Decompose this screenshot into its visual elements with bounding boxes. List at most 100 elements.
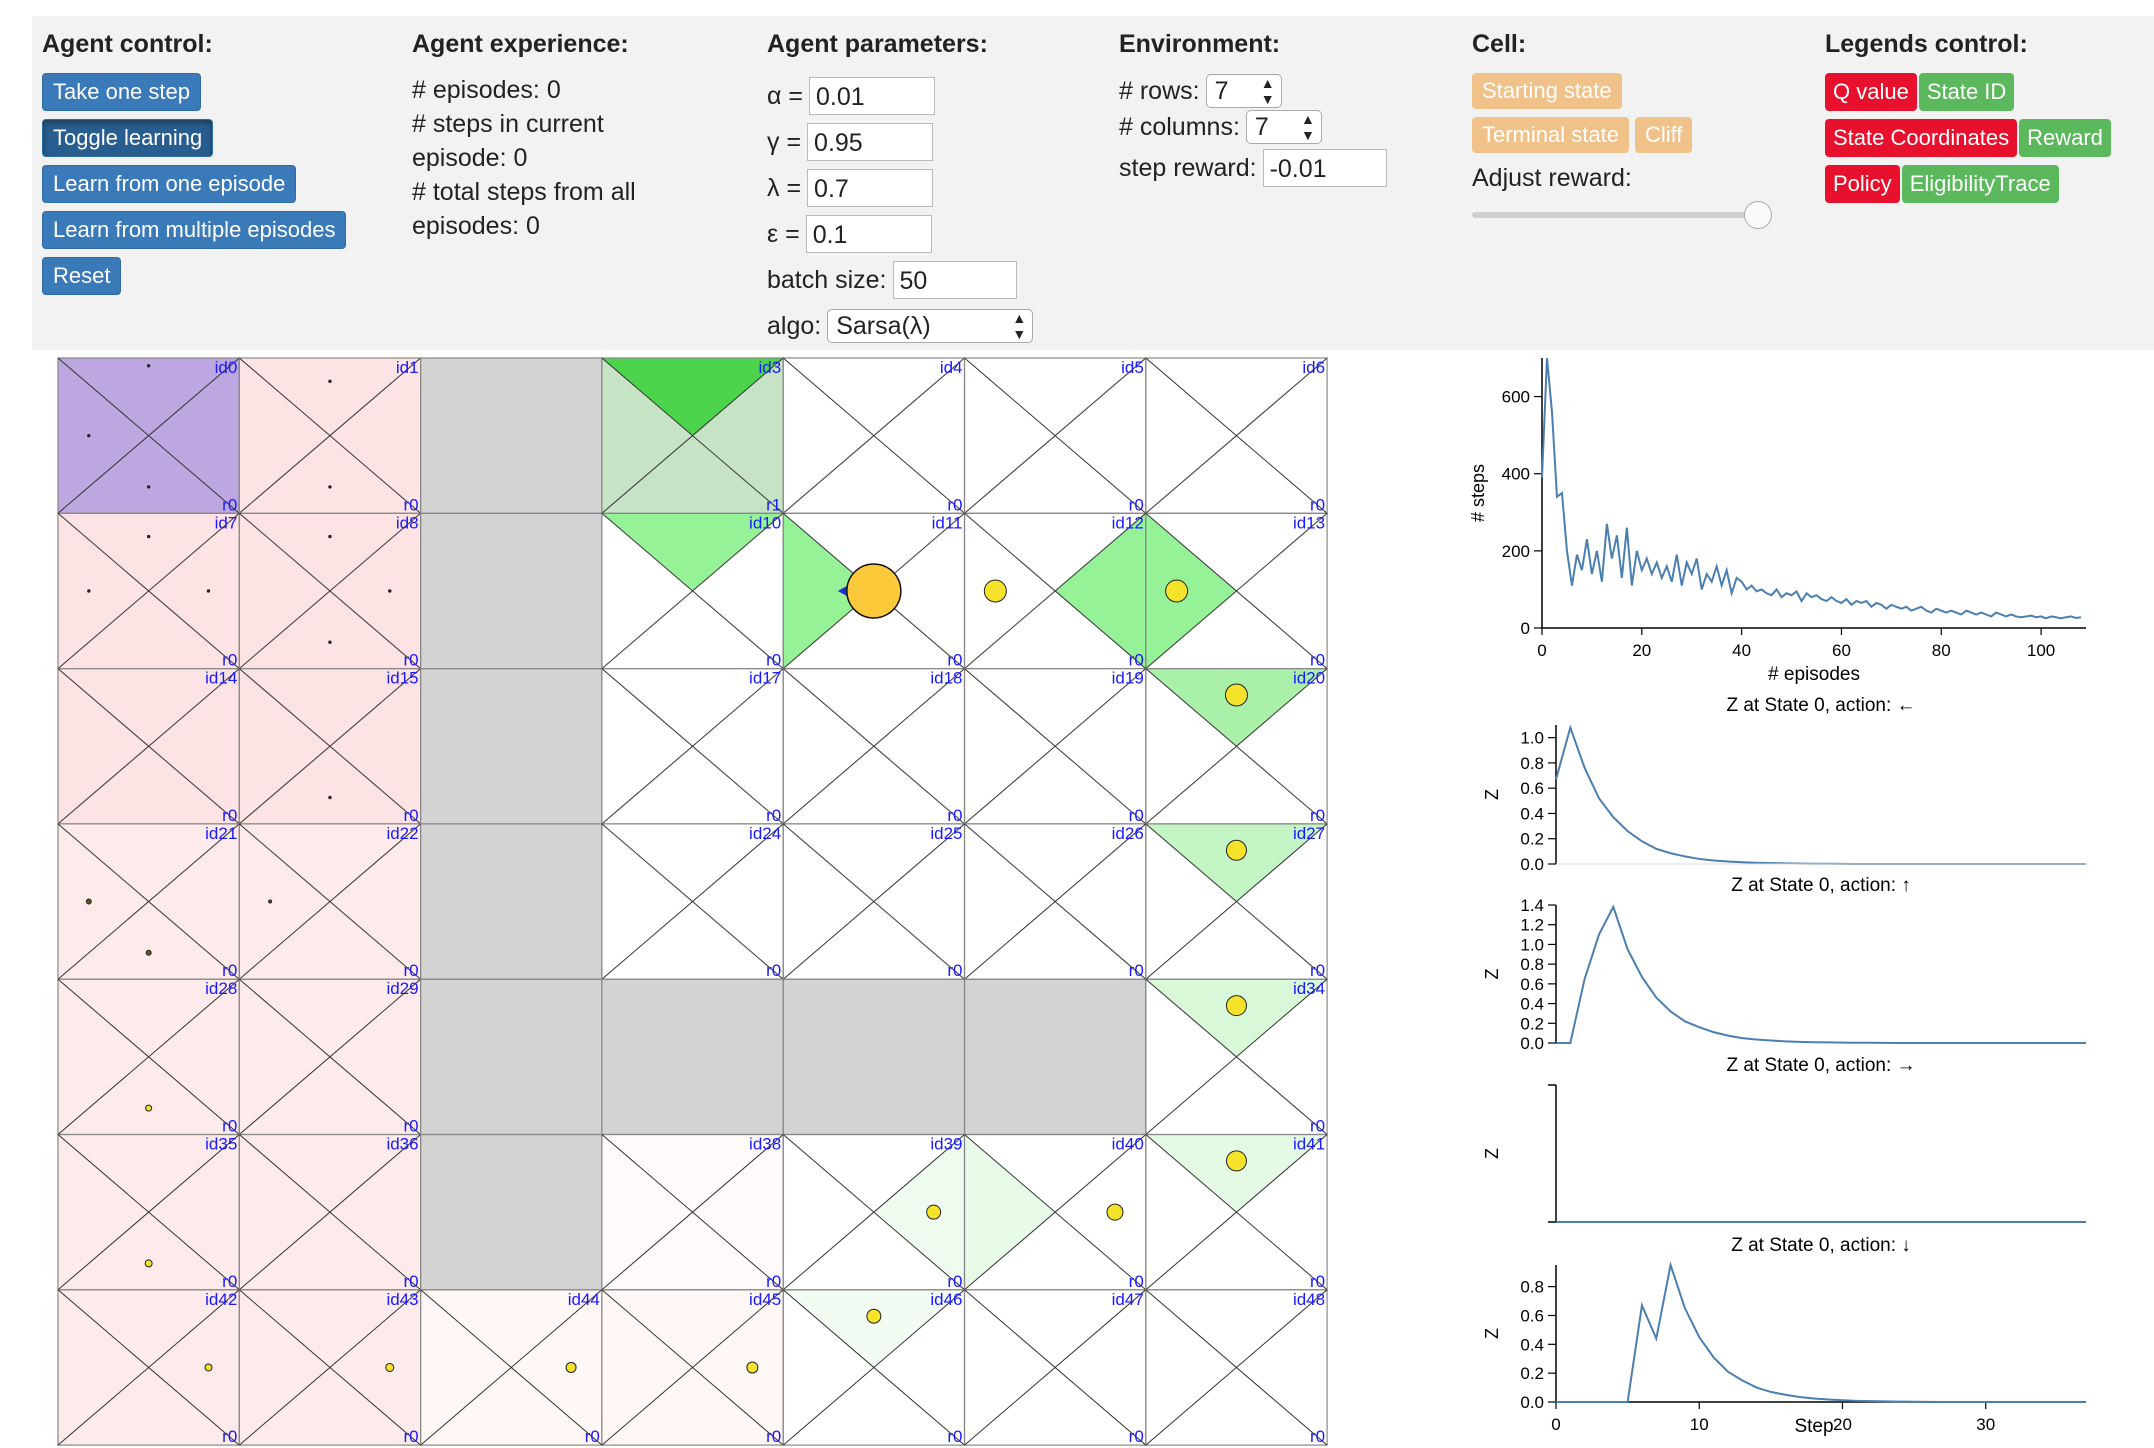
learn-one-episode-button[interactable]: Learn from one episode <box>42 165 297 203</box>
slider-thumb[interactable] <box>1744 201 1772 229</box>
policy-toggle[interactable]: Policy <box>1825 165 1900 203</box>
series-line <box>1555 724 2086 865</box>
cell-diagonal <box>601 668 784 825</box>
trace-dot <box>206 589 211 593</box>
agent-circle[interactable] <box>846 563 902 619</box>
policy-triangle <box>1145 513 1237 669</box>
x-tick-label: 10 <box>1690 1415 1709 1434</box>
y-tick-label: 0.0 <box>1520 1393 1544 1412</box>
take-one-step-button[interactable]: Take one step <box>42 73 201 111</box>
eligibility-trace-toggle[interactable]: EligibilityTrace <box>1901 165 2059 203</box>
total-steps-value: episodes: 0 <box>412 212 540 240</box>
x-tick-label: 100 <box>2027 641 2055 660</box>
reward-toggle[interactable]: Reward <box>2019 119 2111 157</box>
state-id-label: id42 <box>205 1290 237 1309</box>
reward-label: r0 <box>1310 1272 1325 1291</box>
state-id-label: id17 <box>749 669 781 688</box>
grid-cell[interactable] <box>420 979 602 1135</box>
q-value-toggle[interactable]: Q value <box>1825 73 1917 111</box>
cell-diagonal <box>782 668 965 825</box>
y-axis-label: Z <box>1482 1328 1502 1339</box>
rows-select[interactable]: 7 ▲ ▼ <box>1205 74 1282 108</box>
total-steps-label: # total steps from all <box>412 178 636 206</box>
state-id-label: id46 <box>930 1290 962 1309</box>
reward-label: r0 <box>403 806 418 825</box>
lambda-input[interactable]: 0.7 <box>807 169 934 207</box>
trace-dot <box>1224 683 1248 707</box>
policy-triangle <box>964 1134 1056 1290</box>
alpha-input[interactable]: 0.01 <box>809 77 935 115</box>
state-id-label: id26 <box>1112 824 1144 843</box>
policy-triangle <box>1055 513 1146 669</box>
trace-dot <box>1225 1150 1247 1172</box>
batch-size-input[interactable]: 50 <box>892 261 1017 299</box>
y-tick-label: 200 <box>1502 542 1530 561</box>
reward-label: r0 <box>947 806 962 825</box>
cell-diagonal <box>238 823 421 980</box>
starting-state-button[interactable]: Starting state <box>1472 73 1622 109</box>
cell-diagonal <box>1145 357 1328 514</box>
grid-cell[interactable] <box>420 823 602 980</box>
cell-diagonal <box>57 823 240 980</box>
cell-diagonal <box>1145 512 1328 669</box>
learn-multiple-episodes-button[interactable]: Learn from multiple episodes <box>42 211 347 249</box>
columns-select[interactable]: 7 ▲ ▼ <box>1245 110 1322 144</box>
step-reward-input[interactable]: -0.01 <box>1262 149 1387 187</box>
grid-cell[interactable] <box>783 979 965 1135</box>
agent-parameters-section: Agent parameters: α = 0.01 γ = 0.95 λ = 0.7… <box>767 30 1034 349</box>
reward-label: r0 <box>403 1117 418 1136</box>
grid-cell[interactable] <box>420 513 602 669</box>
y-axis-label: Z <box>1482 969 1502 980</box>
state-id-label: id24 <box>749 824 781 843</box>
terminal-state-button[interactable]: Terminal state <box>1472 117 1629 153</box>
y-tick-label: 0.4 <box>1520 1335 1544 1354</box>
reward-label: r0 <box>947 961 962 980</box>
columns-select-value: 7 <box>1254 113 1269 141</box>
state-id-label: id19 <box>1112 669 1144 688</box>
reward-label: r0 <box>766 1427 781 1446</box>
cell-diagonal <box>420 1289 603 1446</box>
reward-label: r0 <box>585 1427 600 1446</box>
reward-label: r0 <box>1129 806 1144 825</box>
grid-cell[interactable] <box>420 668 602 824</box>
state-coordinates-toggle[interactable]: State Coordinates <box>1825 119 2018 157</box>
toggle-learning-button[interactable]: Toggle learning <box>42 119 214 157</box>
trace-dot <box>926 1204 942 1220</box>
policy-triangle <box>1145 979 1328 1057</box>
x-axis-label: Step <box>1794 1416 1833 1437</box>
reward-slider[interactable] <box>1472 199 1772 229</box>
y-tick-label: 0.2 <box>1520 1364 1544 1383</box>
state-id-label: id3 <box>759 358 782 377</box>
grid-cell[interactable] <box>420 1134 602 1290</box>
trace-dot <box>145 949 152 956</box>
grid-cell[interactable] <box>601 979 784 1135</box>
environment-section: Environment: # rows: 7 ▲ ▼ # columns: 7 ▲ ▼ … <box>1119 30 1387 191</box>
x-tick-label: 60 <box>1832 641 1851 660</box>
cell-diagonal <box>57 1289 240 1446</box>
epsilon-input[interactable]: 0.1 <box>805 215 932 253</box>
legends-control-title: Legends control: <box>1825 30 2028 58</box>
reset-button[interactable]: Reset <box>42 257 122 295</box>
environment-title: Environment: <box>1119 30 1281 58</box>
grid-cell[interactable] <box>964 979 1146 1135</box>
algo-select[interactable]: Sarsa(λ) ▲ ▼ <box>827 309 1034 343</box>
y-tick-label: 0.0 <box>1520 1034 1544 1053</box>
state-id-label: id4 <box>940 358 963 377</box>
y-tick-label: 0.8 <box>1520 955 1544 974</box>
cell-diagonal <box>964 1134 1147 1291</box>
chart: Z at State 0, action: → Z <box>1482 1055 2086 1223</box>
y-tick-label: 1.0 <box>1520 935 1544 954</box>
state-id-toggle[interactable]: State ID <box>1918 73 2015 111</box>
grid-cell[interactable] <box>420 358 602 514</box>
trace-dot <box>328 795 332 800</box>
state-id-label: id0 <box>215 358 238 377</box>
series-line <box>1556 1261 2086 1403</box>
gamma-input[interactable]: 0.95 <box>807 123 934 161</box>
algo-label: algo: <box>767 311 822 340</box>
reward-label: r0 <box>222 651 237 670</box>
state-id-label: id12 <box>1112 513 1144 532</box>
cell-diagonal <box>1145 668 1328 825</box>
trace-dot <box>87 589 91 593</box>
trace-dot <box>87 433 91 438</box>
cliff-button[interactable]: Cliff <box>1634 117 1693 153</box>
